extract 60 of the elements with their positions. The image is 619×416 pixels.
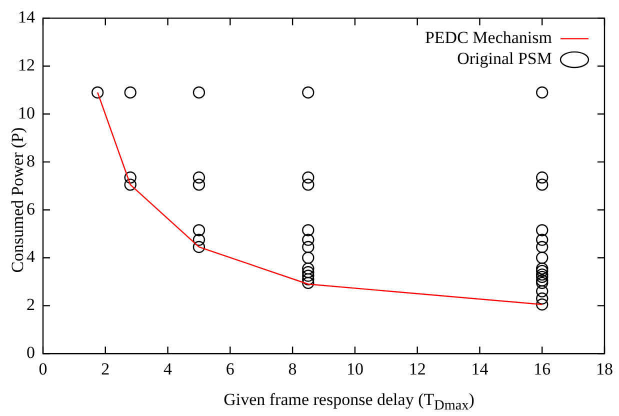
x-tick-label: 10 [346, 359, 364, 378]
point [536, 292, 548, 305]
point [302, 273, 314, 286]
x-tick-label: 0 [38, 359, 48, 378]
point [124, 86, 136, 99]
point [536, 285, 548, 298]
y-tick-label: 14 [18, 8, 36, 27]
x-tick-label: 14 [471, 359, 489, 378]
legend-label: Original PSM [457, 49, 552, 68]
point [192, 240, 206, 254]
x-tick-label: 2 [101, 359, 110, 378]
y-tick-label: 0 [26, 343, 35, 362]
point [302, 171, 314, 184]
y-tick-label: 6 [26, 199, 35, 218]
y-axis-title: Consumed Power (P) [8, 127, 27, 273]
x-tick-label: 6 [226, 359, 234, 378]
point [302, 234, 314, 246]
legend-label: PEDC Mechanism [424, 28, 552, 48]
point [536, 276, 548, 290]
point [302, 252, 314, 264]
point [302, 266, 314, 278]
point [124, 171, 136, 184]
point [536, 274, 548, 287]
point [302, 270, 314, 282]
point [302, 86, 314, 99]
point [536, 264, 548, 278]
point [302, 262, 314, 275]
point [192, 234, 206, 246]
point [302, 276, 314, 290]
x-axis-title: Given frame response delay (T$_{Dmax}$) [222, 390, 476, 414]
point [536, 171, 548, 184]
x-tick-label: 16 [534, 359, 551, 378]
point [192, 224, 206, 236]
point [192, 171, 206, 184]
y-tick-label: 2 [26, 295, 35, 314]
point [302, 240, 314, 254]
x-tick-label: 4 [164, 359, 173, 378]
point [536, 224, 548, 236]
point [536, 86, 548, 99]
point [536, 252, 548, 264]
point [192, 86, 206, 99]
point [192, 178, 206, 191]
point [536, 262, 548, 275]
x-tick-label: 8 [288, 359, 297, 378]
point [536, 234, 548, 246]
point [536, 270, 548, 284]
x-tick-label: 12 [408, 359, 426, 378]
y-tick-label: 8 [26, 151, 35, 170]
point [536, 240, 548, 254]
point [302, 224, 314, 236]
point [536, 178, 548, 191]
point [91, 86, 104, 99]
point [536, 298, 548, 311]
point [302, 178, 314, 191]
y-tick-label: 4 [26, 247, 36, 266]
y-tick-label: 10 [18, 103, 35, 122]
point [536, 268, 548, 281]
x-tick-label: 18 [596, 359, 613, 378]
point [124, 178, 136, 191]
y-tick-label: 12 [18, 56, 35, 75]
